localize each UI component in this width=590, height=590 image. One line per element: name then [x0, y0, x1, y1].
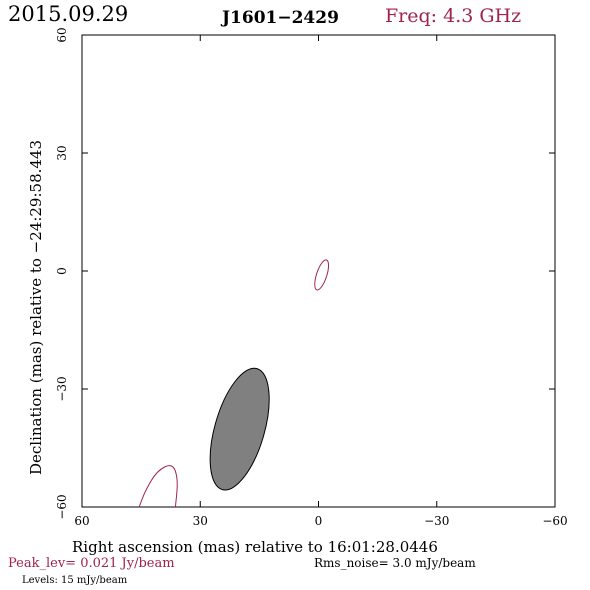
x-tick-label: 0 [315, 514, 323, 528]
axis-ticks [81, 34, 556, 508]
observation-date: 2015.09.29 [8, 2, 128, 26]
y-tick-label: 30 [55, 145, 69, 160]
edge-contour [138, 465, 178, 508]
x-tick-label: −60 [542, 514, 567, 528]
source-name: J1601−2429 [220, 8, 339, 28]
contour-levels: Levels: 15 mJy/beam [22, 575, 128, 586]
x-axis-label: Right ascension (mas) relative to 16:01:… [72, 538, 438, 556]
plot-frame [81, 34, 556, 508]
x-tick-label: 60 [74, 514, 89, 528]
plot-marks [138, 259, 330, 508]
frequency-label: Freq: 4.3 GHz [385, 5, 521, 27]
beam-ellipse [209, 367, 270, 491]
y-axis-label: Declination (mas) relative to −24:29:58.… [27, 140, 45, 475]
rms-noise: Rms_noise= 3.0 mJy/beam [314, 556, 476, 570]
y-tick-label: −60 [55, 494, 69, 519]
x-tick-label: −30 [424, 514, 449, 528]
peak-level: Peak_lev= 0.021 Jy/beam [8, 556, 175, 571]
y-tick-label: −30 [55, 376, 69, 401]
x-tick-label: 30 [193, 514, 208, 528]
y-tick-labels: 60 30 0 −30 −60 [55, 27, 69, 519]
y-tick-label: 60 [55, 27, 69, 42]
y-tick-label: 0 [55, 267, 69, 275]
central-contour [314, 259, 330, 291]
x-tick-labels: 60 30 0 −30 −60 [74, 514, 567, 528]
